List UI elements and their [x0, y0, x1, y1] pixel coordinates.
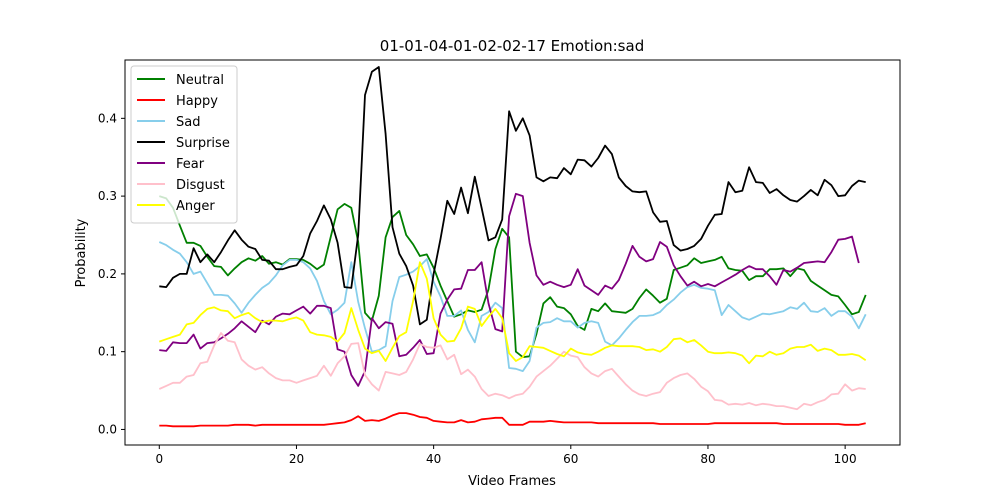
y-tick-label: 0.4 — [98, 111, 117, 125]
y-tick-label: 0.3 — [98, 189, 117, 203]
x-axis-label: Video Frames — [468, 474, 556, 489]
x-axis-ticks: 0 20 40 60 80 100 — [155, 445, 857, 466]
legend-label-sad: Sad — [176, 115, 200, 130]
legend-label-neutral: Neutral — [176, 73, 224, 88]
legend-label-fear: Fear — [176, 157, 205, 172]
legend-label-disgust: Disgust — [176, 178, 225, 193]
legend: Neutral Happy Sad Surprise Fear Disgust Anger — [130, 65, 238, 224]
series-line-neutral — [159, 195, 867, 359]
x-tick-label: 20 — [289, 452, 304, 466]
plot-lines — [158, 66, 867, 428]
legend-label-surprise: Surprise — [176, 136, 230, 151]
y-tick-label: 0.1 — [98, 345, 117, 359]
legend-label-anger: Anger — [176, 199, 215, 214]
legend-label-happy: Happy — [176, 94, 218, 109]
series-line-surprise — [159, 66, 866, 326]
x-tick-label: 0 — [155, 452, 163, 466]
x-tick-label: 100 — [834, 452, 857, 466]
x-tick-label: 80 — [700, 452, 715, 466]
y-axis-label: Probability — [74, 218, 89, 287]
series-line-sad — [158, 241, 867, 373]
series-line-anger — [159, 261, 867, 365]
x-tick-label: 60 — [563, 452, 578, 466]
y-tick-label: 0.0 — [98, 422, 117, 436]
series-line-disgust — [158, 332, 866, 411]
plot-frame — [124, 59, 901, 446]
series-line-happy — [159, 412, 866, 428]
y-axis-ticks: 0.0 0.1 0.2 0.3 0.4 — [98, 111, 125, 436]
series-line-fear — [159, 192, 860, 387]
chart-title: 01-01-04-01-02-02-17 Emotion:sad — [380, 37, 644, 55]
x-tick-label: 40 — [426, 452, 441, 466]
y-tick-label: 0.2 — [98, 267, 117, 281]
